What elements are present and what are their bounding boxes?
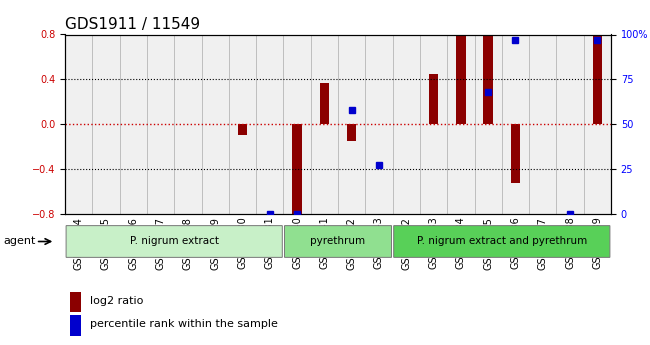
Bar <box>593 34 602 124</box>
Bar <box>238 124 247 135</box>
Bar <box>484 34 493 124</box>
Text: pyrethrum: pyrethrum <box>311 237 365 246</box>
Bar <box>320 83 329 124</box>
Bar <box>456 34 465 124</box>
Text: GDS1911 / 11549: GDS1911 / 11549 <box>65 17 200 32</box>
Bar <box>347 124 356 141</box>
Bar <box>70 292 81 312</box>
Text: log2 ratio: log2 ratio <box>90 296 143 306</box>
FancyBboxPatch shape <box>66 226 282 257</box>
Text: P. nigrum extract and pyrethrum: P. nigrum extract and pyrethrum <box>417 237 587 246</box>
Text: P. nigrum extract: P. nigrum extract <box>130 237 218 246</box>
Bar <box>292 124 302 216</box>
FancyBboxPatch shape <box>394 226 610 257</box>
Text: percentile rank within the sample: percentile rank within the sample <box>90 319 278 329</box>
Bar <box>511 124 520 183</box>
Text: agent: agent <box>3 237 36 246</box>
Bar <box>429 74 438 124</box>
FancyBboxPatch shape <box>285 226 391 257</box>
Bar <box>70 315 81 335</box>
